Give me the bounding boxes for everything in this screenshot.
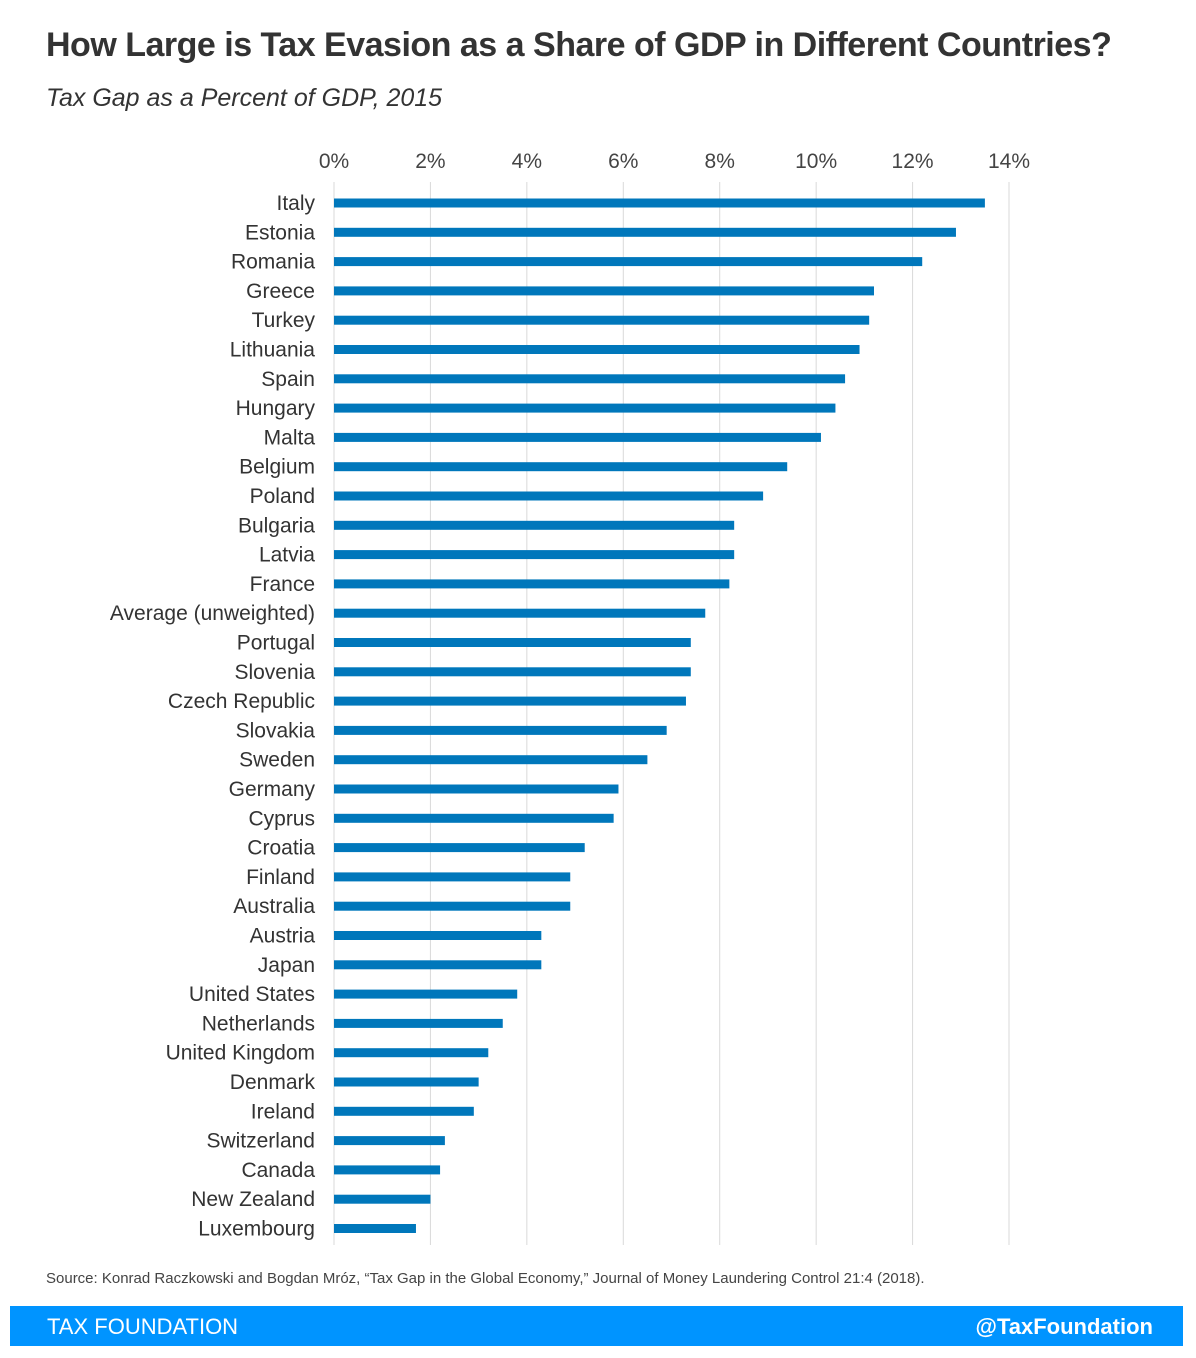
bar-chart: 0% 2% 4% 6% 8% 10% 12% 14% Italy Estonia Romania G… bbox=[110, 150, 1030, 1245]
category-label: United States bbox=[189, 983, 315, 1006]
x-axis-ticks: 0% 2% 4% 6% 8% 10% 12% 14% bbox=[319, 150, 1030, 173]
x-tick-label: 8% bbox=[705, 150, 735, 173]
grid-lines bbox=[333, 182, 1010, 1245]
x-tick-label: 2% bbox=[415, 150, 445, 173]
bar-new-zealand bbox=[334, 1194, 431, 1204]
category-label: Denmark bbox=[230, 1071, 316, 1094]
bar-czech-republic bbox=[334, 696, 686, 706]
bar-lithuania bbox=[334, 345, 860, 354]
category-label: Germany bbox=[229, 778, 316, 801]
category-label: Australia bbox=[233, 895, 315, 918]
x-tick-label: 12% bbox=[892, 150, 934, 173]
bar-germany bbox=[334, 784, 619, 794]
category-label: Romania bbox=[231, 251, 315, 274]
category-label: Netherlands bbox=[202, 1012, 315, 1035]
bar-italy bbox=[334, 198, 985, 208]
bar-canada bbox=[334, 1165, 441, 1175]
x-tick-label: 6% bbox=[608, 150, 638, 173]
category-label: United Kingdom bbox=[166, 1042, 315, 1065]
bar-austria bbox=[334, 931, 542, 940]
bar-estonia bbox=[334, 227, 956, 237]
bar-slovenia bbox=[334, 667, 691, 677]
category-label: Poland bbox=[250, 485, 315, 508]
bar-luxembourg bbox=[334, 1224, 416, 1233]
bar-malta bbox=[334, 432, 821, 442]
x-tick-label: 0% bbox=[319, 150, 349, 173]
x-tick-label: 14% bbox=[988, 150, 1030, 173]
category-label: France bbox=[250, 573, 315, 596]
bar-bulgaria bbox=[334, 520, 735, 530]
category-label: Malta bbox=[264, 426, 316, 449]
bar-finland bbox=[334, 872, 571, 882]
source-note: Source: Konrad Raczkowski and Bogdan Mró… bbox=[46, 1270, 925, 1287]
bar-average-unweighted bbox=[334, 608, 706, 618]
chart-title: How Large is Tax Evasion as a Share of G… bbox=[46, 26, 1112, 64]
bar-australia bbox=[334, 901, 571, 911]
category-label: Italy bbox=[276, 192, 315, 215]
category-label: Canada bbox=[241, 1159, 315, 1182]
bar-denmark bbox=[334, 1077, 479, 1087]
bar-belgium bbox=[334, 462, 788, 472]
chart-subtitle: Tax Gap as a Percent of GDP, 2015 bbox=[46, 84, 443, 112]
footer-brand: TAX FOUNDATION bbox=[47, 1314, 239, 1339]
category-label: Average (unweighted) bbox=[110, 602, 315, 625]
x-tick-label: 4% bbox=[512, 150, 542, 173]
category-label: Austria bbox=[250, 925, 316, 948]
category-label: Bulgaria bbox=[238, 514, 315, 537]
bar-sweden bbox=[334, 755, 648, 765]
bar-cyprus bbox=[334, 813, 614, 823]
bar-greece bbox=[334, 286, 874, 296]
category-label: Lithuania bbox=[230, 339, 316, 362]
category-label: Japan bbox=[258, 954, 315, 977]
bar-turkey bbox=[334, 315, 870, 325]
bar-croatia bbox=[334, 843, 585, 853]
category-label: Latvia bbox=[259, 544, 315, 567]
category-label: Sweden bbox=[239, 749, 315, 772]
category-label: Czech Republic bbox=[168, 690, 315, 713]
bar-spain bbox=[334, 374, 846, 384]
category-label: Portugal bbox=[237, 632, 315, 655]
footer-bar: TAX FOUNDATION @TaxFoundation bbox=[10, 1306, 1183, 1346]
category-label: Slovenia bbox=[234, 661, 315, 684]
category-label: Switzerland bbox=[206, 1130, 315, 1153]
bar-united-kingdom bbox=[334, 1048, 489, 1058]
bar-france bbox=[334, 579, 730, 589]
bar-latvia bbox=[334, 550, 735, 560]
bar-ireland bbox=[334, 1106, 474, 1116]
category-label: Greece bbox=[246, 280, 315, 303]
category-label: Spain bbox=[261, 368, 315, 391]
category-label: Turkey bbox=[252, 309, 316, 332]
bar-hungary bbox=[334, 403, 836, 413]
category-label: New Zealand bbox=[191, 1188, 315, 1211]
category-label: Finland bbox=[246, 866, 315, 889]
category-label: Hungary bbox=[236, 397, 316, 420]
bar-poland bbox=[334, 491, 764, 501]
x-tick-label: 10% bbox=[795, 150, 837, 173]
category-label: Estonia bbox=[245, 221, 315, 244]
bar-japan bbox=[334, 960, 542, 970]
bar-switzerland bbox=[334, 1136, 445, 1146]
category-label: Cyprus bbox=[248, 807, 315, 830]
bar-slovakia bbox=[334, 725, 667, 735]
category-label: Slovakia bbox=[236, 719, 316, 742]
category-label: Ireland bbox=[251, 1100, 315, 1123]
bars bbox=[334, 198, 985, 1233]
bar-romania bbox=[334, 257, 923, 267]
bar-united-states bbox=[334, 989, 518, 999]
category-labels: Italy Estonia Romania Greece Turkey Lithuania… bbox=[110, 192, 316, 1241]
bar-netherlands bbox=[334, 1018, 503, 1028]
category-label: Croatia bbox=[247, 837, 315, 860]
bar-portugal bbox=[334, 638, 691, 647]
category-label: Luxembourg bbox=[198, 1218, 315, 1241]
footer-handle: @TaxFoundation bbox=[975, 1314, 1153, 1339]
category-label: Belgium bbox=[239, 456, 315, 479]
